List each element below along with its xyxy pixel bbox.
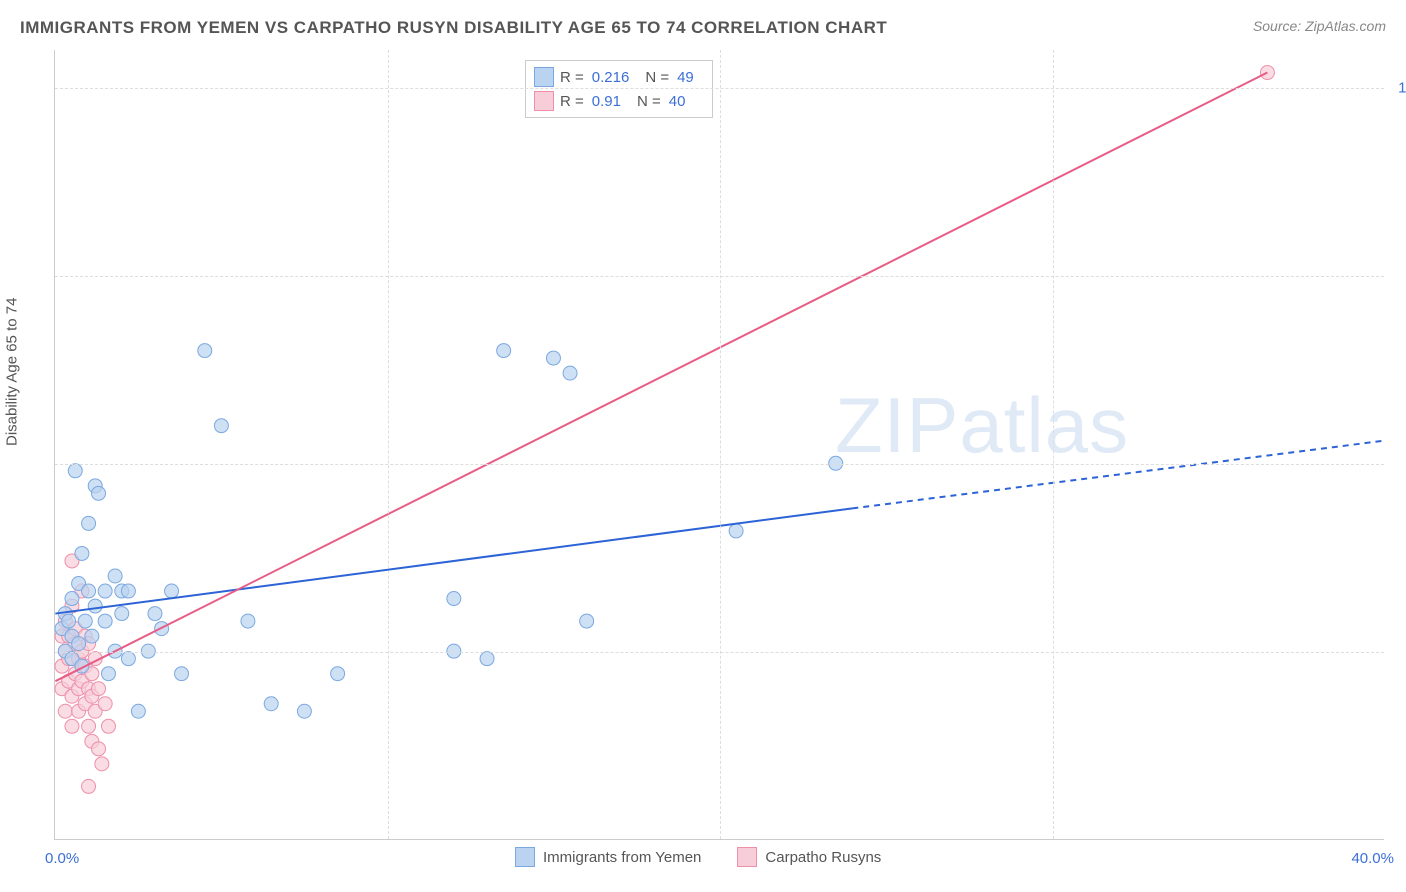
data-point bbox=[98, 697, 112, 711]
data-point bbox=[497, 344, 511, 358]
data-point bbox=[98, 584, 112, 598]
data-point bbox=[331, 667, 345, 681]
data-point bbox=[480, 652, 494, 666]
n-value-2: 40 bbox=[669, 93, 686, 110]
data-point bbox=[78, 614, 92, 628]
data-point bbox=[82, 584, 96, 598]
n-label-2: N = bbox=[637, 93, 661, 110]
correlation-legend: R = 0.216 N = 49 R = 0.91 N = 40 bbox=[525, 60, 713, 118]
data-point bbox=[264, 697, 278, 711]
n-label-1: N = bbox=[645, 69, 669, 86]
vgridline bbox=[388, 50, 389, 839]
n-value-1: 49 bbox=[677, 69, 694, 86]
y-axis-title: Disability Age 65 to 74 bbox=[4, 298, 21, 446]
series2-label: Carpatho Rusyns bbox=[765, 849, 881, 866]
data-point bbox=[580, 614, 594, 628]
data-point bbox=[58, 704, 72, 718]
data-point bbox=[65, 719, 79, 733]
vgridline bbox=[1053, 50, 1054, 839]
legend-row-2: R = 0.91 N = 40 bbox=[534, 89, 704, 113]
data-point bbox=[98, 614, 112, 628]
data-point bbox=[546, 351, 560, 365]
data-point bbox=[101, 719, 115, 733]
r-label-2: R = bbox=[560, 93, 584, 110]
swatch-blue-bottom bbox=[515, 847, 535, 867]
swatch-blue bbox=[534, 67, 554, 87]
x-tick-40: 40.0% bbox=[1351, 850, 1394, 867]
data-point bbox=[85, 629, 99, 643]
r-value-2: 0.91 bbox=[592, 93, 621, 110]
data-point bbox=[198, 344, 212, 358]
series-legend: Immigrants from Yemen Carpatho Rusyns bbox=[515, 847, 881, 867]
data-point bbox=[148, 607, 162, 621]
data-point bbox=[68, 464, 82, 478]
trend-line bbox=[55, 73, 1267, 682]
data-point bbox=[62, 614, 76, 628]
data-point bbox=[563, 366, 577, 380]
source-label: Source: ZipAtlas.com bbox=[1253, 18, 1386, 34]
data-point bbox=[72, 637, 86, 651]
data-point bbox=[82, 779, 96, 793]
data-point bbox=[121, 584, 135, 598]
r-value-1: 0.216 bbox=[592, 69, 630, 86]
data-point bbox=[297, 704, 311, 718]
data-point bbox=[115, 607, 129, 621]
data-point bbox=[75, 546, 89, 560]
data-point bbox=[175, 667, 189, 681]
x-tick-0: 0.0% bbox=[45, 850, 79, 867]
plot-area: ZIPatlas R = 0.216 N = 49 R = 0.91 N = 4… bbox=[54, 50, 1384, 840]
swatch-pink bbox=[534, 91, 554, 111]
data-point bbox=[82, 516, 96, 530]
data-point bbox=[82, 719, 96, 733]
data-point bbox=[447, 592, 461, 606]
vgridline bbox=[720, 50, 721, 839]
data-point bbox=[729, 524, 743, 538]
data-point bbox=[65, 592, 79, 606]
data-point bbox=[121, 652, 135, 666]
data-point bbox=[241, 614, 255, 628]
r-label-1: R = bbox=[560, 69, 584, 86]
chart-title: IMMIGRANTS FROM YEMEN VS CARPATHO RUSYN … bbox=[20, 18, 887, 38]
data-point bbox=[165, 584, 179, 598]
chart-container: IMMIGRANTS FROM YEMEN VS CARPATHO RUSYN … bbox=[0, 0, 1406, 892]
series1-label: Immigrants from Yemen bbox=[543, 849, 701, 866]
data-point bbox=[214, 419, 228, 433]
y-tick-label: 100.0% bbox=[1398, 79, 1406, 96]
legend-row-1: R = 0.216 N = 49 bbox=[534, 65, 704, 89]
trend-line-extension bbox=[852, 441, 1383, 509]
data-point bbox=[92, 486, 106, 500]
data-point bbox=[92, 682, 106, 696]
data-point bbox=[95, 757, 109, 771]
swatch-pink-bottom bbox=[737, 847, 757, 867]
data-point bbox=[108, 569, 122, 583]
data-point bbox=[92, 742, 106, 756]
data-point bbox=[101, 667, 115, 681]
data-point bbox=[88, 599, 102, 613]
data-point bbox=[131, 704, 145, 718]
